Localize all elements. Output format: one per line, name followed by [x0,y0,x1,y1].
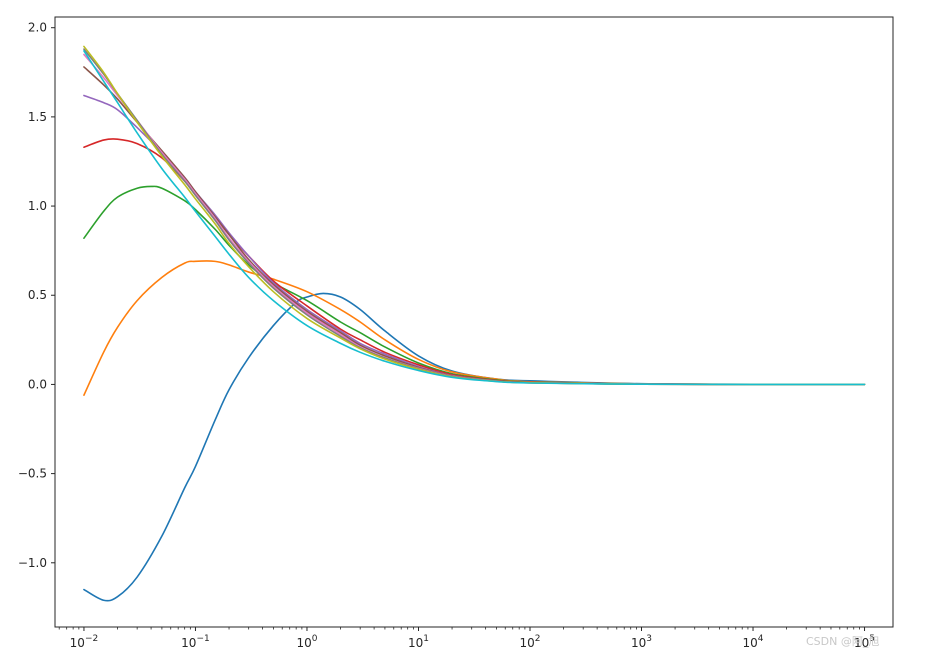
y-tick-label: 1.0 [28,199,47,213]
y-axis: −1.0 −0.5 0.0 0.5 1.0 1.5 2.0 [18,21,55,570]
x-tick-label: 101 [408,634,429,650]
x-tick-label: 10−1 [181,634,210,650]
series-line-5 [83,94,866,386]
series-line-10 [83,50,866,386]
x-axis: 10−2 10−1 100 101 102 103 104 105 [58,627,875,650]
watermark: CSDN @阿_旭 [806,635,880,648]
x-tick-label: 105 [854,634,875,650]
axes-frame [54,16,894,628]
x-tick-label: 100 [296,634,317,650]
series-line-1 [83,292,866,602]
x-tick-label: 102 [519,634,540,650]
y-tick-label: 0.5 [28,288,47,302]
x-tick-label: 103 [631,634,652,650]
y-tick-label: −0.5 [18,467,47,481]
series-line-3 [83,185,866,386]
series-group [83,45,866,602]
series-line-8 [83,48,866,386]
x-tick-label: 104 [743,634,764,650]
x-tick-label: 10−2 [70,634,99,650]
y-tick-label: −1.0 [18,556,47,570]
series-line-2 [83,260,866,396]
y-tick-label: 1.5 [28,110,47,124]
y-tick-label: 2.0 [28,21,47,35]
y-tick-label: 0.0 [28,377,47,391]
series-line-6 [83,66,866,386]
